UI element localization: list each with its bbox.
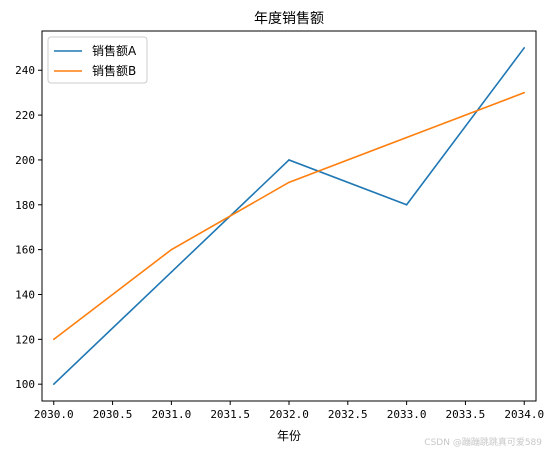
y-axis-ticks: 100 120 140 160 180 200 220 240 [15,64,42,391]
data-point-s1-4 [405,203,408,206]
series-line-2 [53,91,525,340]
x-tick-label: 2032.5 [328,408,368,421]
x-tick-label: 2030.0 [34,408,74,421]
x-tick-label: 2034.0 [504,408,544,421]
data-point-s2-5 [523,91,526,94]
x-tick-label: 2033.0 [387,408,427,421]
legend-label-1: 销售额A [92,43,137,58]
y-tick-label: 240 [15,64,35,77]
x-tick-label: 2031.5 [210,408,250,421]
x-axis-ticks: 2030.0 2030.5 2031.0 2031.5 2032.0 2032.5 2033… [34,401,544,421]
data-point-s2-3 [288,181,290,184]
legend-label-2: 销售额B [92,63,136,78]
x-tick-label: 2030.5 [93,408,133,421]
data-point-s1-2 [170,271,173,273]
data-point-s1-1 [52,383,55,385]
chart-title: 年度销售额 [254,11,324,27]
x-tick-label: 2033.5 [446,408,486,421]
y-tick-label: 180 [15,199,35,212]
data-point-s1-5 [523,47,526,49]
series-line-1 [53,47,525,385]
y-tick-label: 160 [15,244,35,257]
watermark: CSDN @蹦蹦跳跳真可爱589 [424,438,542,448]
data-point-s2-2 [170,248,173,251]
y-tick-label: 120 [15,333,35,346]
y-tick-label: 200 [15,154,35,167]
data-point-s1-3 [288,159,290,161]
x-tick-label: 2031.0 [152,408,192,421]
data-point-s2-4 [405,136,408,139]
y-tick-label: 220 [15,109,35,122]
x-axis-label: 年份 [277,429,301,443]
series-layer [52,47,526,385]
legend: 销售额A 销售额B [47,36,148,84]
y-tick-label: 100 [15,378,35,391]
data-point-s2-1 [52,338,55,341]
y-tick-label: 140 [15,288,35,301]
plot-frame [41,30,537,402]
x-tick-label: 2032.0 [269,408,309,421]
